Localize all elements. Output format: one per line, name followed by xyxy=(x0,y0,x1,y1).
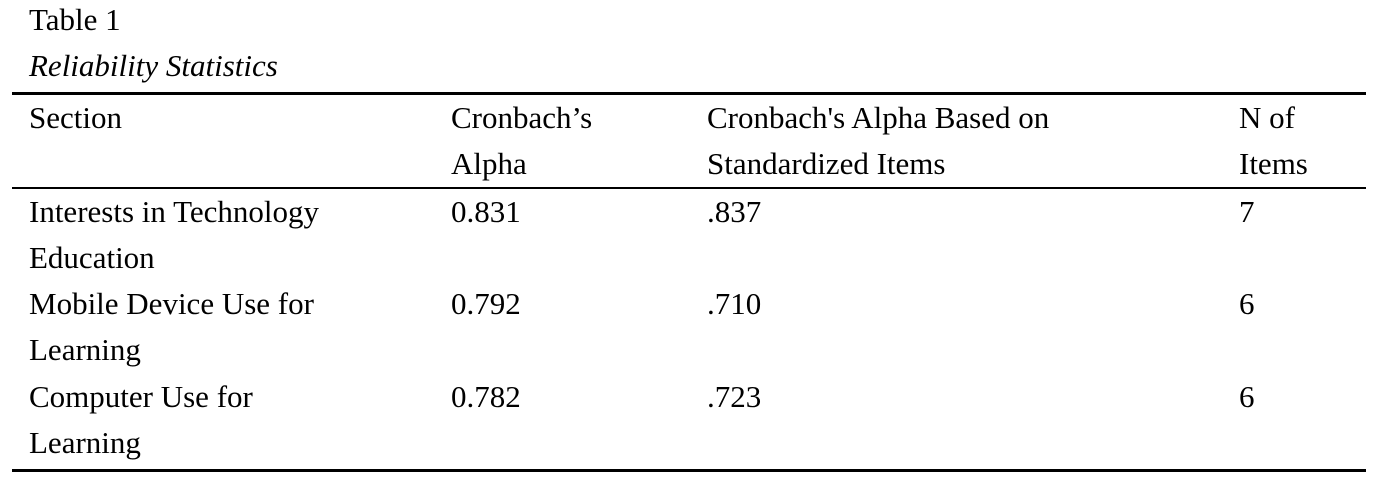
column-header-n-items: N of Items xyxy=(1222,95,1366,188)
cronbach-alpha-value: 0.831 xyxy=(451,194,521,229)
cronbach-alpha-value: 0.782 xyxy=(451,379,521,414)
cronbach-alpha-value: 0.792 xyxy=(451,286,521,321)
cell-section: Computer Use for Learning xyxy=(12,374,434,467)
alpha-standardized-value: .723 xyxy=(707,379,762,414)
section-line: Mobile Device Use for xyxy=(29,286,314,321)
section-line: Education xyxy=(29,240,155,275)
cell-n-items: 7 xyxy=(1222,188,1366,281)
cell-cronbach-alpha: 0.831 xyxy=(434,188,690,281)
table-row: Interests in Technology Education 0.831 … xyxy=(12,188,1366,281)
header-line: Section xyxy=(29,100,122,135)
table-header-rule xyxy=(12,187,1366,189)
table-bottom-rule xyxy=(12,469,1366,472)
cell-cronbach-alpha: 0.792 xyxy=(434,281,690,374)
table-row: Mobile Device Use for Learning 0.792 .71… xyxy=(12,281,1366,374)
header-line: Items xyxy=(1239,146,1308,181)
n-items-value: 7 xyxy=(1239,194,1255,229)
section-line: Learning xyxy=(29,332,141,367)
cell-n-items: 6 xyxy=(1222,374,1366,467)
header-line: Standardized Items xyxy=(707,146,946,181)
header-line: N of xyxy=(1239,100,1295,135)
table-caption: Reliability Statistics xyxy=(29,48,278,83)
table-number: Table 1 xyxy=(29,2,121,37)
column-header-cronbach-alpha: Cronbach’s Alpha xyxy=(434,95,690,188)
cell-n-items: 6 xyxy=(1222,281,1366,374)
cell-alpha-standardized: .837 xyxy=(690,188,1222,281)
header-line: Cronbach's Alpha Based on xyxy=(707,100,1050,135)
table-top-rule xyxy=(12,92,1366,95)
section-line: Learning xyxy=(29,425,141,460)
n-items-value: 6 xyxy=(1239,286,1255,321)
cell-cronbach-alpha: 0.782 xyxy=(434,374,690,467)
header-line: Cronbach’s xyxy=(451,100,593,135)
alpha-standardized-value: .837 xyxy=(707,194,762,229)
cell-alpha-standardized: .710 xyxy=(690,281,1222,374)
n-items-value: 6 xyxy=(1239,379,1255,414)
section-line: Interests in Technology xyxy=(29,194,319,229)
cell-section: Interests in Technology Education xyxy=(12,188,434,281)
section-line: Computer Use for xyxy=(29,379,253,414)
table-row: Computer Use for Learning 0.782 .723 6 xyxy=(12,374,1366,467)
column-header-section: Section xyxy=(12,95,434,188)
header-line: Alpha xyxy=(451,146,527,181)
column-header-alpha-standardized: Cronbach's Alpha Based on Standardized I… xyxy=(690,95,1222,188)
reliability-statistics-table: Section Cronbach’s Alpha Cronbach's Alph… xyxy=(12,95,1366,467)
table-header-row: Section Cronbach’s Alpha Cronbach's Alph… xyxy=(12,95,1366,188)
cell-section: Mobile Device Use for Learning xyxy=(12,281,434,374)
cell-alpha-standardized: .723 xyxy=(690,374,1222,467)
alpha-standardized-value: .710 xyxy=(707,286,762,321)
